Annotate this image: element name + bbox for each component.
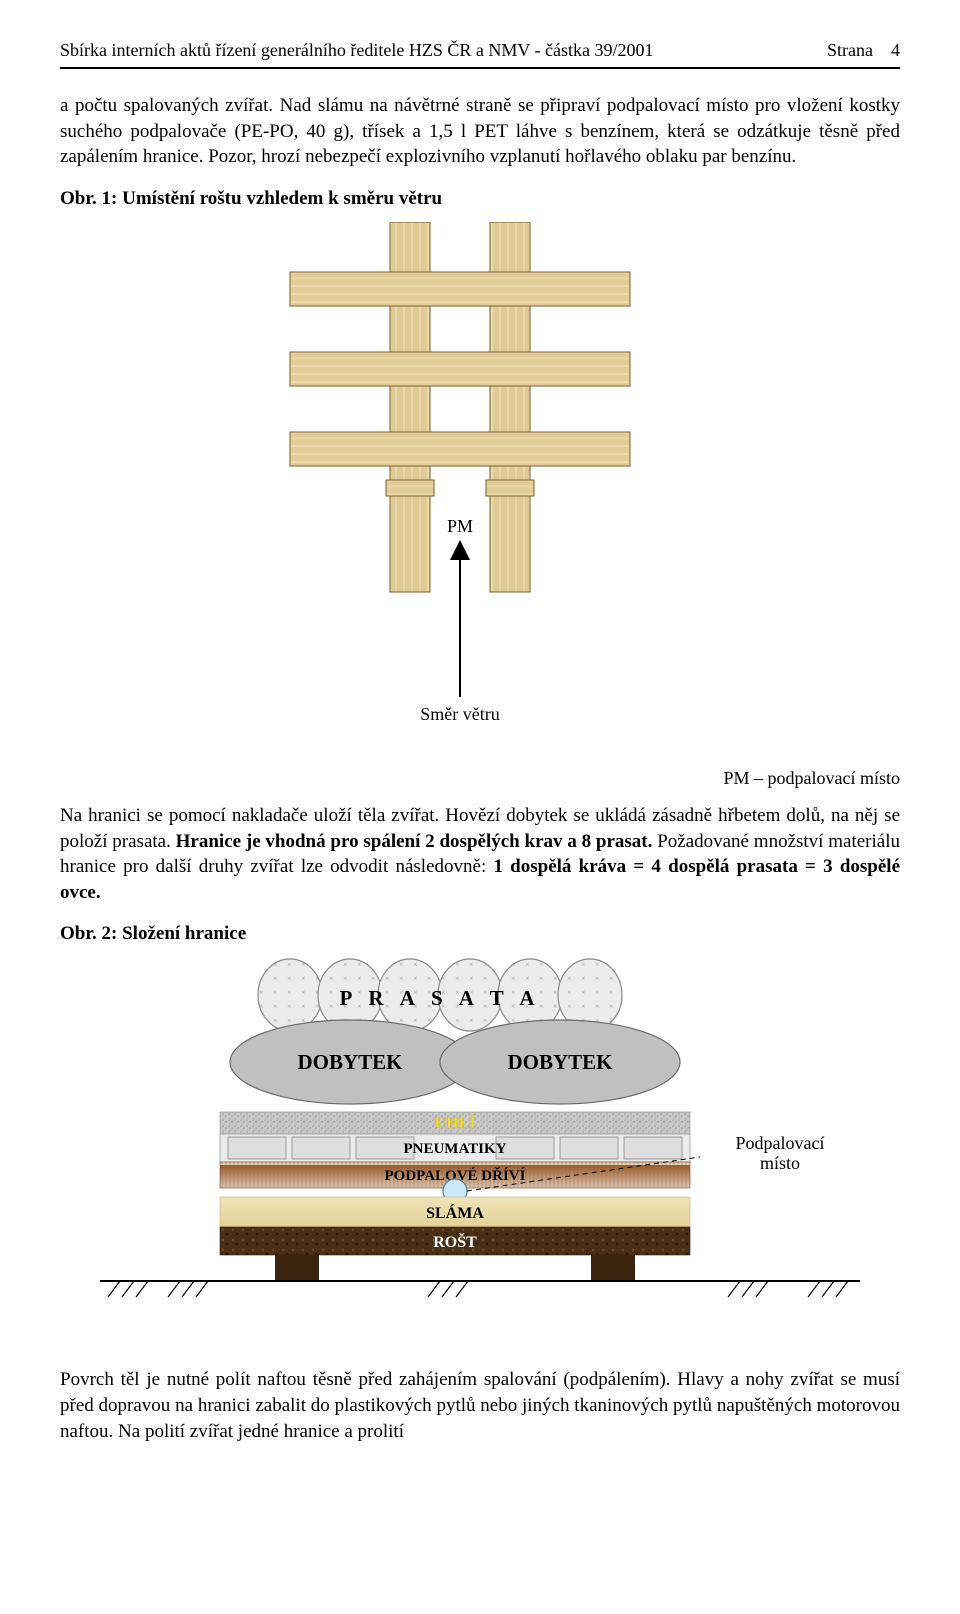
fig2-sidelabel-line2: místo [760, 1153, 800, 1173]
header-page-number: 4 [891, 40, 900, 61]
header-strana-label: Strana [827, 40, 873, 61]
fig1-pm-label: PM [447, 516, 473, 536]
header-right: Strana 4 [827, 40, 900, 61]
paragraph-2: Na hranici se pomocí nakladače uloží těl… [60, 803, 900, 906]
paragraph-1: a počtu spalovaných zvířat. Nad slámu na… [60, 93, 900, 170]
page-header: Sbírka interních aktů řízení generálního… [60, 40, 900, 69]
fig2-prasata-label: P R A S A T A [340, 986, 541, 1010]
fig1-wind-label: Směr větru [420, 704, 499, 724]
page-root: Sbírka interních aktů řízení generálního… [0, 0, 960, 1484]
figure-1: PM Směr větru [60, 222, 900, 762]
para2-bold1: Hranice je vhodná pro spálení 2 dospělýc… [176, 831, 653, 852]
fig2-uhli-label: UHLÍ [435, 1113, 476, 1132]
figure-2-title: Obr. 2: Složení hranice [60, 923, 900, 945]
fig2-rost-label: ROŠT [433, 1232, 477, 1251]
paragraph-3: Povrch těl je nutné polít naftou těsně p… [60, 1367, 900, 1444]
fig2-dobytek-right: DOBYTEK [507, 1050, 613, 1074]
fig2-pneumatiky-label: PNEUMATIKY [403, 1141, 506, 1157]
fig2-slama-label: SLÁMA [426, 1203, 484, 1222]
figure-2: × [60, 957, 900, 1337]
fig2-sidelabel-line1: Podpalovací [736, 1133, 825, 1153]
header-left-text: Sbírka interních aktů řízení generálního… [60, 40, 654, 61]
figure-1-legend: PM – podpalovací místo [60, 768, 900, 789]
fig2-dobytek-left: DOBYTEK [297, 1050, 403, 1074]
figure-1-title: Obr. 1: Umístění roštu vzhledem k směru … [60, 188, 900, 210]
